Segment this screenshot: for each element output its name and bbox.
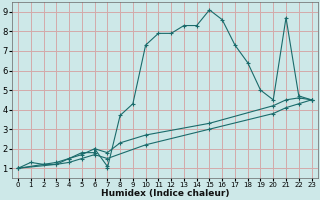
X-axis label: Humidex (Indice chaleur): Humidex (Indice chaleur) xyxy=(100,189,229,198)
